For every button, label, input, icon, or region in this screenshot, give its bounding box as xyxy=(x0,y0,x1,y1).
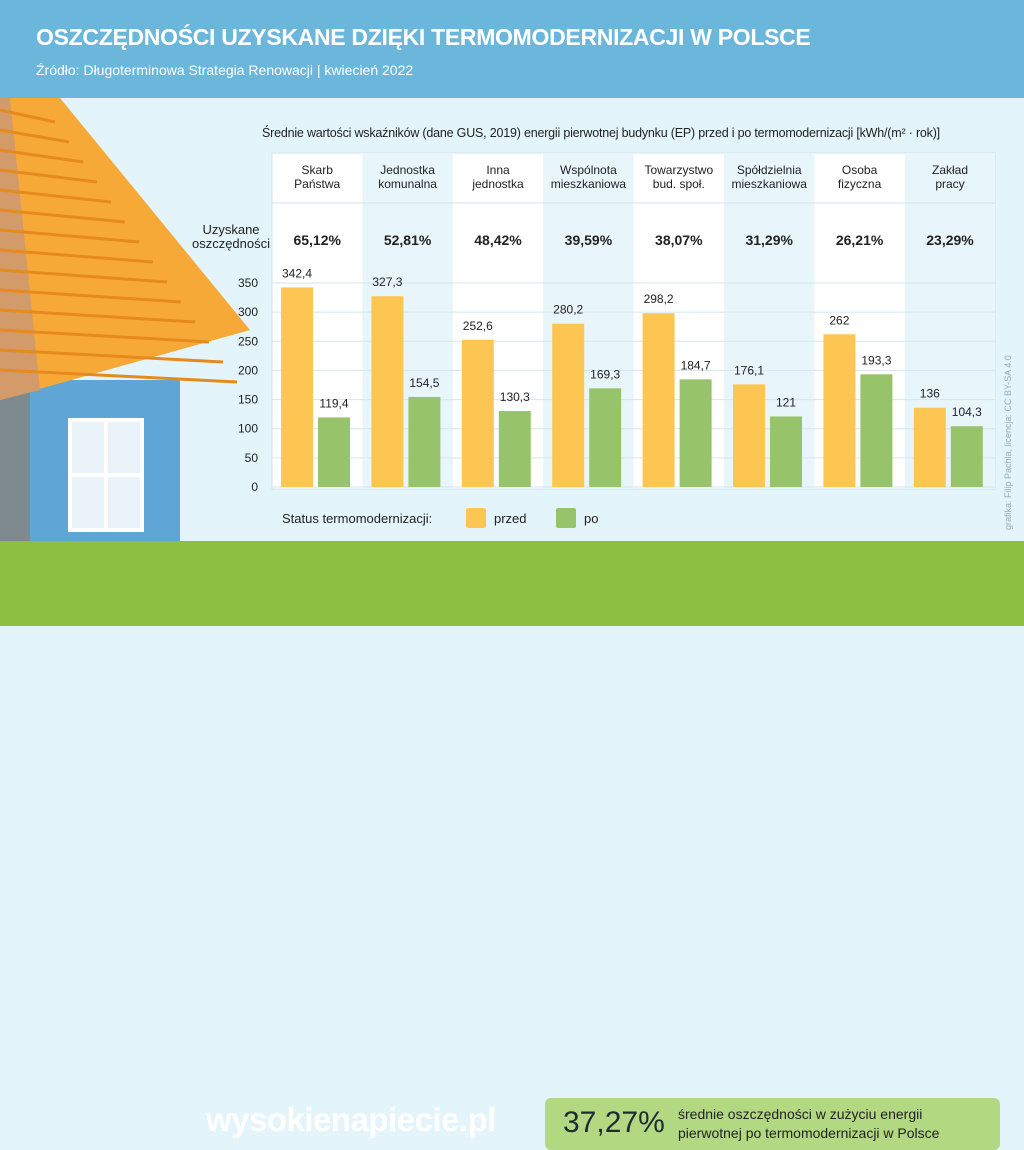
data-label: 119,4 xyxy=(319,396,348,410)
category-label: Skarb Państwa xyxy=(294,163,340,191)
savings-value: 23,29% xyxy=(926,232,974,248)
chart: 0 50 100 150 200 250 300 350 Uzyskane oszczędnośc… xyxy=(192,152,996,528)
bar-po xyxy=(950,426,983,487)
roof xyxy=(0,98,250,400)
logo: wysokienapiecie.pl xyxy=(206,1101,496,1138)
page-title: OSZCZĘDNOŚCI UZYSKANE DZIĘKI TERMOMODERN… xyxy=(36,24,811,50)
bar-przed xyxy=(642,313,675,487)
chart-title: Średnie wartości wskaźników (dane GUS, 2… xyxy=(262,126,940,140)
credit: grafika: Filip Pachla, licencja: CC BY-S… xyxy=(1003,355,1013,530)
bar-po xyxy=(589,388,622,487)
header-band: OSZCZĘDNOŚCI UZYSKANE DZIĘKI TERMOMODERN… xyxy=(0,0,1024,98)
bar-przed xyxy=(552,323,585,487)
bar-przed xyxy=(823,334,856,487)
data-label: 104,3 xyxy=(952,405,982,419)
bar-po xyxy=(770,416,802,487)
bar-po xyxy=(318,417,350,487)
y-tick-label: 50 xyxy=(245,451,259,465)
average-savings-text: średnie oszczędności w zużyciu energii p… xyxy=(678,1106,940,1141)
legend-label: po xyxy=(584,511,598,526)
bar-po xyxy=(498,411,531,487)
category-label: Spółdzielnia mieszkaniowa xyxy=(732,163,808,191)
savings-value: 39,59% xyxy=(565,232,613,248)
y-tick-label: 350 xyxy=(238,276,258,290)
legend-title: Status termomodernizacji: xyxy=(282,511,432,526)
data-label: 342,4 xyxy=(282,266,312,280)
y-tick-label: 200 xyxy=(238,363,258,377)
summary-box: 37,27% średnie oszczędności w zużyciu en… xyxy=(545,1098,1000,1150)
y-tick-label: 0 xyxy=(251,480,258,494)
footer-band: wysokienapiecie.pl 37,27% średnie oszczę… xyxy=(0,541,1024,1150)
bar-po xyxy=(408,396,441,487)
data-label: 130,3 xyxy=(500,390,530,404)
category-label: Jednostka komunalna xyxy=(378,163,437,191)
bar-przed xyxy=(461,339,494,487)
bar-po xyxy=(860,374,893,487)
category-label: Zakład pracy xyxy=(932,163,968,191)
savings-value: 65,12% xyxy=(293,232,341,248)
legend-swatch-przed xyxy=(466,508,486,528)
data-label: 280,2 xyxy=(553,303,583,317)
data-label: 327,3 xyxy=(372,275,402,289)
bar-przed xyxy=(913,407,946,487)
savings-value: 38,07% xyxy=(655,232,703,248)
legend-label: przed xyxy=(494,511,527,526)
data-label: 169,3 xyxy=(590,367,620,381)
y-tick-label: 150 xyxy=(238,393,258,407)
y-tick-label: 100 xyxy=(238,422,258,436)
category-label: Osoba fizyczna xyxy=(838,163,882,191)
data-label: 252,6 xyxy=(463,319,493,333)
category-label: Inna jednostka xyxy=(471,163,524,191)
data-label: 193,3 xyxy=(861,353,891,367)
savings-value: 31,29% xyxy=(745,232,793,248)
average-savings: 37,27% xyxy=(563,1106,665,1139)
data-label: 262 xyxy=(829,313,849,327)
bar-przed xyxy=(733,384,765,487)
bar-przed xyxy=(281,287,313,487)
bar-po xyxy=(679,379,712,487)
y-tick-label: 250 xyxy=(238,334,258,348)
legend-swatch-po xyxy=(556,508,576,528)
savings-row-label: Uzyskane oszczędności xyxy=(192,222,270,251)
data-label: 121 xyxy=(776,395,796,409)
category-label: Wspólnota mieszkaniowa xyxy=(551,163,627,191)
category-label: Towarzystwo bud. społ. xyxy=(644,163,713,191)
bar-przed xyxy=(371,296,404,487)
savings-value: 52,81% xyxy=(384,232,432,248)
y-tick-label: 300 xyxy=(238,305,258,319)
data-label: 136 xyxy=(920,387,940,401)
data-label: 176,1 xyxy=(734,363,764,377)
house-illustration xyxy=(0,98,250,541)
savings-value: 48,42% xyxy=(474,232,522,248)
data-label: 184,7 xyxy=(681,358,711,372)
source-line: Źródło: Długoterminowa Strategia Renowac… xyxy=(36,62,414,78)
data-label: 298,2 xyxy=(644,292,674,306)
savings-value: 26,21% xyxy=(836,232,884,248)
data-label: 154,5 xyxy=(409,376,439,390)
